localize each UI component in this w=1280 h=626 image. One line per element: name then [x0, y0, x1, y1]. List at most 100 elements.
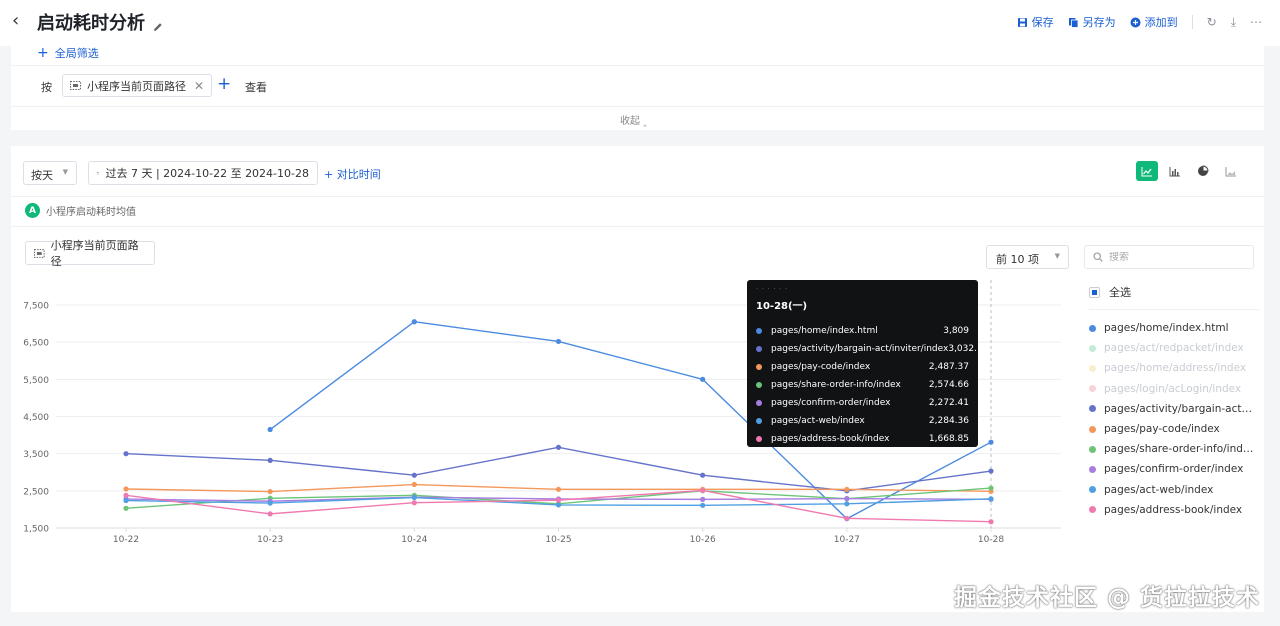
tooltip-dot	[756, 436, 762, 442]
chevron-up-icon: ‸	[643, 116, 647, 127]
granularity-select[interactable]: 按天 ▼	[23, 161, 77, 185]
tooltip-title: 10-28(一)	[756, 301, 808, 312]
chart-tooltip: · · · · · · 10-28(一) pages/home/index.ht…	[747, 280, 988, 448]
legend: 全选 pages/home/index.html pages/act/redpac…	[1089, 282, 1259, 520]
data-point	[555, 497, 562, 503]
legend-item[interactable]: pages/act/redpacket/index	[1089, 338, 1259, 358]
line-chart-button[interactable]	[1136, 161, 1158, 181]
select-all-label: 全选	[1109, 286, 1131, 299]
caret-down-icon: ▼	[62, 168, 68, 176]
legend-item[interactable]: pages/home/index.html	[1089, 318, 1259, 338]
legend-dot	[1089, 425, 1096, 433]
top-n-select[interactable]: 前 10 项 ▼	[986, 245, 1069, 269]
compare-time-button[interactable]: + 对比时间	[324, 166, 381, 182]
dimension-label: 小程序当前页面路径	[87, 79, 186, 93]
x-tick-label: 10-24	[401, 535, 427, 545]
calendar-icon	[97, 172, 100, 175]
back-icon[interactable]: ‹	[12, 10, 20, 31]
legend-dot	[1089, 405, 1096, 413]
edit-icon[interactable]	[152, 21, 164, 33]
data-point	[411, 500, 417, 506]
data-point	[988, 485, 994, 491]
close-icon[interactable]: ✕	[193, 78, 204, 93]
x-tick-label: 10-26	[690, 535, 716, 545]
legend-label: pages/confirm-order/index	[1104, 463, 1244, 476]
divider	[11, 226, 1264, 227]
tooltip-series-name: pages/act-web/index	[771, 416, 865, 426]
caret-down-icon: ▼	[1054, 252, 1060, 260]
data-point	[700, 496, 706, 502]
copy-icon	[1068, 17, 1079, 28]
by-label: 按	[41, 81, 52, 94]
legend-item[interactable]: pages/home/address/index	[1089, 358, 1259, 378]
date-range-picker[interactable]: 过去 7 天 | 2024-10-22 至 2024-10-28	[88, 161, 318, 185]
legend-dot	[1089, 445, 1096, 453]
tooltip-rows: pages/home/index.html 3,809 pages/activity…	[756, 322, 988, 448]
global-filter-button[interactable]: + 全局筛选	[37, 45, 99, 61]
tooltip-value: 3,032.19	[948, 344, 989, 354]
tooltip-value: 2,487.37	[928, 362, 969, 372]
data-point	[411, 481, 417, 488]
top-bar: ‹ 启动耗时分析 保存 另存为 添加到 ↻ ⤓ ⋯	[0, 0, 1280, 46]
compare-time-label: 对比时间	[336, 168, 381, 181]
tooltip-row: pages/share-order-info/index 2,574.66	[756, 376, 969, 394]
tooltip-series-name: pages/home/index.html	[771, 326, 878, 336]
tooltip-row: pages/confirm-order/index 2,272.41	[756, 394, 969, 412]
collapse-button[interactable]: 收起 ‸	[620, 112, 647, 127]
more-icon[interactable]: ⋯	[1250, 15, 1262, 29]
save-icon	[1017, 17, 1027, 27]
add-to-button[interactable]: 添加到	[1130, 14, 1178, 30]
tooltip-series-name: pages/activity/bargain-act/inviter/index	[771, 344, 949, 354]
y-tick-label: 4,500	[23, 413, 49, 423]
divider	[11, 196, 1264, 197]
pie-chart-button[interactable]	[1192, 161, 1214, 181]
data-point	[988, 519, 994, 525]
group-dimension-button[interactable]: 小程序当前页面路径	[25, 239, 155, 268]
filter-panel: + 全局筛选 按 小程序当前页面路径 ✕ + 查看 收起 ‸	[11, 44, 1264, 130]
legend-items: pages/home/index.html pages/act/redpacket…	[1089, 318, 1259, 520]
data-point	[123, 497, 129, 504]
y-tick-label: 2,500	[23, 487, 49, 497]
download-icon[interactable]: ⤓	[1230, 14, 1236, 29]
view-label: 查看	[245, 81, 267, 94]
line-chart: 1,500 2,500 3,500 4,500 5,500 6,500 7,500 10-22…	[23, 280, 1061, 545]
legend-item[interactable]: pages/confirm-order/index	[1089, 459, 1259, 479]
data-point	[844, 515, 850, 521]
legend-item[interactable]: pages/address-book/index	[1089, 500, 1259, 520]
bar-chart-button[interactable]	[1164, 161, 1186, 181]
y-tick-label: 3,500	[23, 450, 49, 460]
header-actions: 保存 另存为 添加到 ↻ ⤓ ⋯	[1017, 14, 1262, 30]
save-as-label: 另存为	[1082, 16, 1116, 29]
legend-label: pages/share-order-info/index	[1104, 443, 1254, 456]
add-dimension-button[interactable]: +	[217, 74, 232, 94]
legend-select-all[interactable]: 全选	[1089, 282, 1259, 302]
tooltip-dots: · · · · · ·	[756, 286, 788, 293]
legend-label: pages/address-book/index	[1104, 503, 1243, 516]
legend-item[interactable]: pages/activity/bargain-act/inviter/index	[1089, 399, 1259, 419]
series-line	[269, 320, 992, 520]
legend-item[interactable]: pages/act-web/index	[1089, 480, 1259, 500]
tooltip-dot	[756, 418, 762, 424]
legend-item[interactable]: pages/login/acLogin/index	[1089, 379, 1259, 399]
legend-dot	[1089, 506, 1096, 514]
search-input[interactable]	[1109, 251, 1239, 263]
legend-label: pages/pay-code/index	[1104, 423, 1220, 436]
metric-badge: A	[25, 203, 40, 218]
tooltip-value: 2,574.66	[928, 380, 969, 390]
legend-search	[1084, 245, 1254, 269]
x-tick-label: 10-28	[978, 535, 1004, 545]
dimension-tag[interactable]: 小程序当前页面路径 ✕	[62, 74, 212, 97]
data-point	[267, 500, 273, 506]
data-point	[411, 472, 417, 478]
legend-item[interactable]: pages/share-order-info/index	[1089, 439, 1259, 459]
save-as-button[interactable]: 另存为	[1068, 14, 1116, 30]
x-tick-label: 10-22	[113, 535, 139, 545]
granularity-value: 按天	[31, 169, 53, 182]
save-button[interactable]: 保存	[1017, 14, 1054, 30]
refresh-icon[interactable]: ↻	[1206, 15, 1217, 29]
data-point	[411, 319, 417, 325]
legend-item[interactable]: pages/pay-code/index	[1089, 419, 1259, 439]
area-chart-button[interactable]	[1220, 161, 1242, 181]
chart-panel: 按天 ▼ 过去 7 天 | 2024-10-22 至 2024-10-28 + …	[11, 146, 1264, 612]
dimension-icon	[34, 248, 45, 258]
